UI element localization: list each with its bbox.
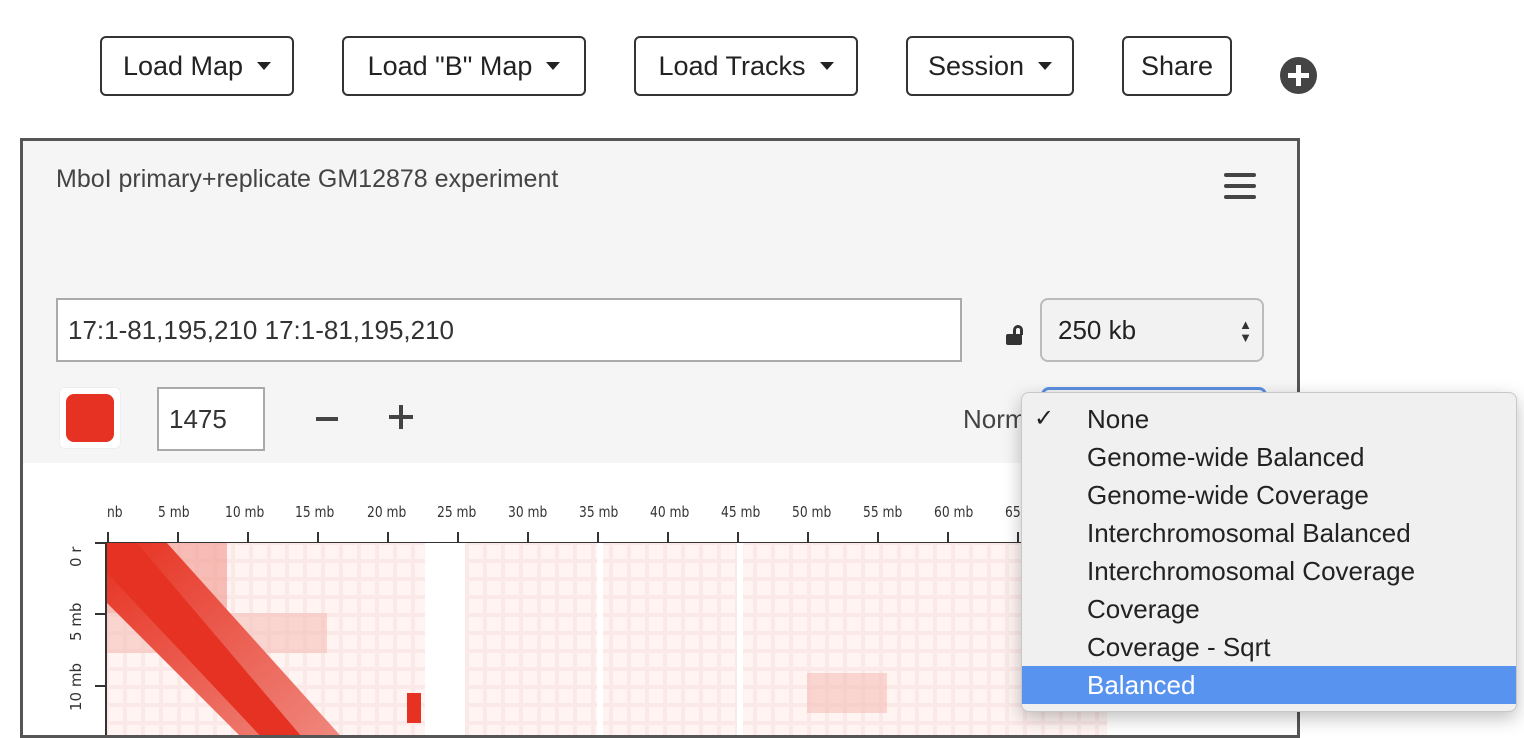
- session-label: Session: [927, 50, 1025, 81]
- norm-option-interchromosomal-balanced[interactable]: Interchromosomal Balanced: [1022, 514, 1516, 552]
- chevron-down-icon: [819, 62, 834, 70]
- x-tick-label: 30 mb: [508, 503, 548, 521]
- x-tick-label: 40 mb: [650, 503, 690, 521]
- x-tick: [667, 532, 669, 542]
- chevron-down-icon: [546, 62, 561, 70]
- x-tick-label: 25 mb: [437, 503, 477, 521]
- x-tick-label: 20 mb: [367, 503, 407, 521]
- norm-option-label: Coverage: [1087, 594, 1200, 624]
- x-tick: [177, 532, 179, 542]
- x-tick-label: 60 mb: [934, 503, 974, 521]
- x-ruler: nb 5 mb 10 mb 15 mb 20 mb 25 mb 30 mb 35…: [107, 503, 1107, 543]
- x-tick-label: 10 mb: [225, 503, 265, 521]
- norm-option-coverage-sqrt[interactable]: Coverage - Sqrt: [1022, 628, 1516, 666]
- norm-option-label: Coverage - Sqrt: [1087, 632, 1271, 662]
- x-tick-label: 45 mb: [721, 503, 761, 521]
- y-tick-label: 0 r: [67, 546, 85, 567]
- chevron-down-icon: [257, 62, 272, 70]
- norm-option-label: Interchromosomal Balanced: [1087, 518, 1411, 548]
- norm-option-label: Genome-wide Coverage: [1087, 480, 1369, 510]
- x-tick-label: 65: [1005, 503, 1021, 521]
- norm-option-label: None: [1087, 404, 1150, 434]
- resolution-select[interactable]: 250 kb ▲ ▼: [1040, 298, 1264, 362]
- x-tick-label: 50 mb: [792, 503, 832, 521]
- x-tick-label: 55 mb: [863, 503, 903, 521]
- norm-option-coverage[interactable]: Coverage: [1022, 590, 1516, 628]
- y-tick-label: 5 mb: [67, 602, 85, 641]
- plus-circle-icon[interactable]: [1280, 57, 1317, 94]
- y-tick: [95, 685, 105, 687]
- x-tick: [877, 532, 879, 542]
- normalization-menu[interactable]: ✓ None Genome-wide Balanced Genome-wide …: [1021, 392, 1517, 712]
- minus-icon[interactable]: [316, 417, 338, 421]
- norm-option-label: Interchromosomal Coverage: [1087, 556, 1416, 586]
- x-tick: [597, 532, 599, 542]
- norm-option-none[interactable]: ✓ None: [1022, 400, 1516, 438]
- load-map-label: Load Map: [122, 50, 244, 81]
- contact-heatmap[interactable]: [107, 543, 1107, 735]
- norm-option-balanced[interactable]: Balanced: [1022, 666, 1516, 704]
- x-tick: [457, 532, 459, 542]
- y-tick: [95, 542, 105, 544]
- dataset-title: MboI primary+replicate GM12878 experimen…: [56, 165, 559, 193]
- load-tracks-label: Load Tracks: [658, 50, 806, 81]
- share-button[interactable]: Share: [1122, 36, 1232, 96]
- unlocked-icon[interactable]: [1006, 325, 1028, 345]
- x-tick: [807, 532, 809, 542]
- norm-option-interchromosomal-coverage[interactable]: Interchromosomal Coverage: [1022, 552, 1516, 590]
- x-tick: [1017, 532, 1019, 542]
- updown-arrows-icon: ▲ ▼: [1239, 317, 1252, 345]
- resolution-value: 250 kb: [1058, 315, 1137, 345]
- share-label: Share: [1140, 50, 1214, 81]
- color-swatch[interactable]: [59, 387, 121, 449]
- x-tick-label: 35 mb: [579, 503, 619, 521]
- heatmap-svg: [107, 543, 1107, 735]
- x-tick-label: 15 mb: [295, 503, 335, 521]
- chevron-down-icon: [1038, 62, 1053, 70]
- x-tick: [317, 532, 319, 542]
- norm-option-label: Genome-wide Balanced: [1087, 442, 1365, 472]
- color-threshold-input[interactable]: 1475: [157, 387, 265, 451]
- normalization-label: Norm: [963, 404, 1027, 434]
- norm-option-genome-wide-coverage[interactable]: Genome-wide Coverage: [1022, 476, 1516, 514]
- session-button[interactable]: Session: [906, 36, 1074, 96]
- y-tick-label: 10 mb: [67, 663, 85, 711]
- x-tick: [947, 532, 949, 542]
- y-tick: [95, 613, 105, 615]
- color-swatch-fill: [66, 394, 114, 442]
- norm-option-label: Balanced: [1087, 670, 1196, 700]
- load-b-map-label: Load "B" Map: [367, 50, 533, 81]
- x-tick-label: nb: [107, 503, 123, 521]
- load-map-button[interactable]: Load Map: [100, 36, 294, 96]
- x-tick-label: 5 mb: [158, 503, 190, 521]
- x-tick: [387, 532, 389, 542]
- load-b-map-button[interactable]: Load "B" Map: [342, 36, 586, 96]
- y-ruler-axis: [105, 542, 107, 735]
- load-tracks-button[interactable]: Load Tracks: [634, 36, 858, 96]
- x-tick: [107, 532, 109, 542]
- hamburger-icon[interactable]: [1224, 173, 1256, 201]
- x-tick: [527, 532, 529, 542]
- locus-input[interactable]: 17:1-81,195,210 17:1-81,195,210: [56, 298, 962, 362]
- x-tick: [247, 532, 249, 542]
- plus-icon[interactable]: [389, 405, 413, 429]
- x-tick: [737, 532, 739, 542]
- checkmark-icon: ✓: [1034, 405, 1055, 432]
- norm-option-genome-wide-balanced[interactable]: Genome-wide Balanced: [1022, 438, 1516, 476]
